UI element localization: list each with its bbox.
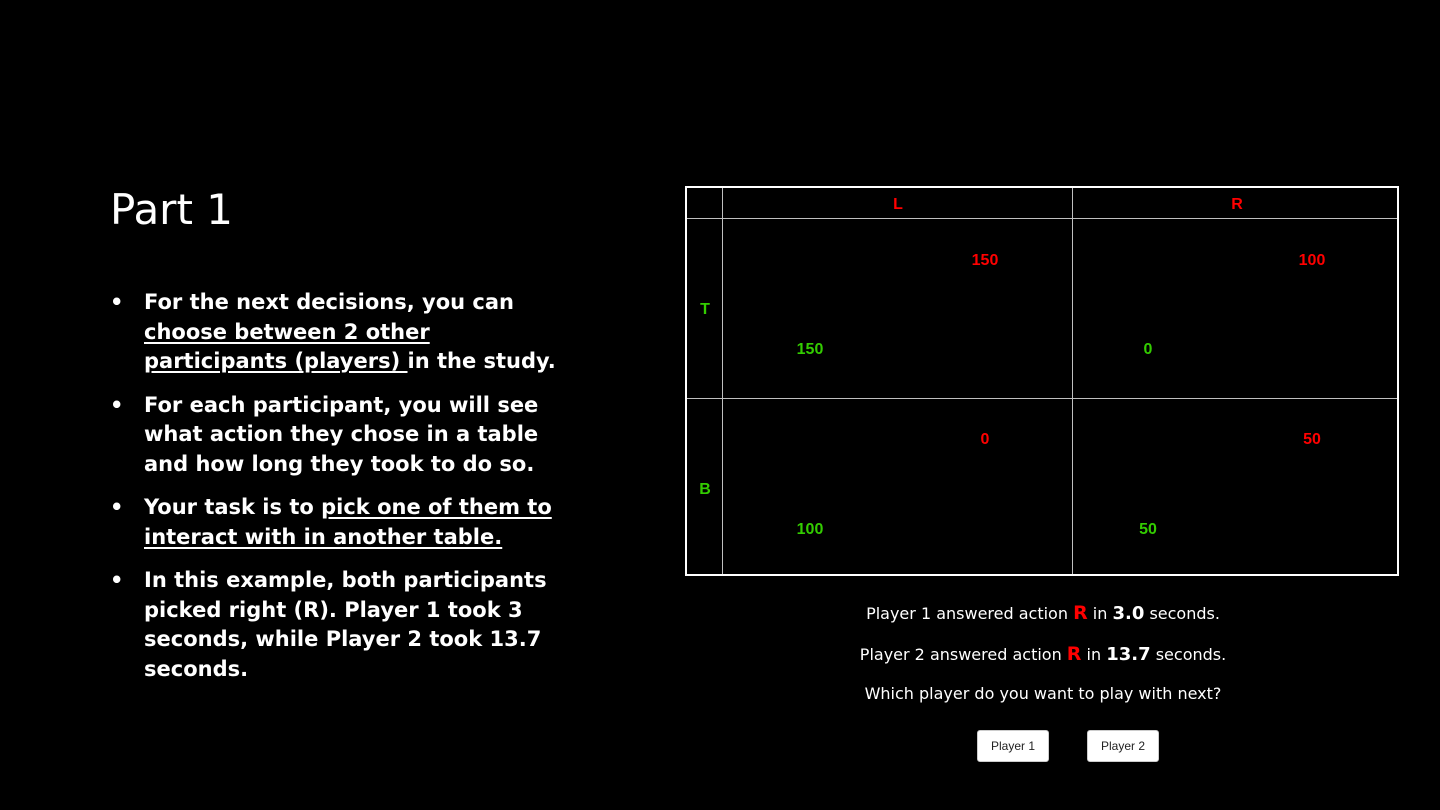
answer-text: Player 1 answered action (866, 604, 1074, 623)
bullet-underlined-text: choose between 2 other participants (pla… (144, 319, 430, 374)
bullet-item: • Your task is to pick one of them to int… (110, 493, 580, 552)
bullet-marker: • (110, 392, 124, 417)
payoff-br-red: 50 (1303, 431, 1321, 448)
answer-text: in (1087, 604, 1113, 623)
answer-text: Player 2 answered action (859, 645, 1067, 664)
player1-answer-text: Player 1 answered action R in 3.0 second… (686, 602, 1400, 624)
payoff-tl-red: 150 (971, 252, 999, 269)
player1-button[interactable]: Player 1 (977, 730, 1049, 762)
payoff-bl-green: 100 (796, 521, 824, 538)
row-header-b: B (699, 481, 711, 498)
bullet-text: In this example, both participants picke… (144, 568, 547, 681)
column-header-r: R (1231, 196, 1243, 213)
table-divider (687, 218, 1397, 219)
payoff-tr-red: 100 (1298, 252, 1326, 269)
answer-time: 13.7 (1106, 644, 1151, 665)
table-divider (687, 398, 1397, 399)
row-header-t: T (700, 301, 710, 318)
bullet-item: • In this example, both participants pick… (110, 566, 580, 684)
bullet-marker: • (110, 495, 124, 519)
payoff-bl-red: 0 (980, 431, 990, 448)
bullet-text: Your task is to (144, 495, 322, 519)
bullet-marker: • (110, 290, 124, 314)
answer-time: 3.0 (1112, 603, 1145, 624)
slide-title: Part 1 (110, 185, 233, 234)
payoff-table: L R T B 150 150 100 0 0 100 50 50 (685, 186, 1399, 576)
table-divider (1072, 188, 1073, 574)
payoff-tr-green: 0 (1143, 341, 1153, 358)
payoff-tl-green: 150 (796, 341, 824, 358)
player2-button[interactable]: Player 2 (1087, 730, 1159, 762)
answer-text: seconds. (1144, 604, 1220, 623)
answer-text: in (1081, 645, 1107, 664)
bullet-item: • For each participant, you will see what… (110, 391, 580, 480)
answer-action: R (1073, 602, 1088, 624)
bullet-marker: • (110, 568, 124, 592)
table-divider (722, 188, 723, 574)
answer-action: R (1066, 643, 1082, 665)
instruction-list: • For the next decisions, you can choose … (110, 288, 580, 698)
answer-text: seconds. (1150, 645, 1227, 664)
bullet-text: in the study. (407, 349, 556, 373)
bullet-item: • For the next decisions, you can choose … (110, 288, 580, 377)
bullet-underlined-text: pick one of them to interact with in ano… (144, 495, 552, 549)
player2-answer-text: Player 2 answered action R in 13.7 secon… (686, 643, 1400, 665)
column-header-l: L (893, 196, 903, 213)
question-text: Which player do you want to play with ne… (864, 684, 1222, 703)
bullet-text: For the next decisions, you can (144, 290, 514, 314)
bullet-text: For each participant, you will see what … (144, 392, 539, 476)
payoff-br-green: 50 (1139, 521, 1157, 538)
